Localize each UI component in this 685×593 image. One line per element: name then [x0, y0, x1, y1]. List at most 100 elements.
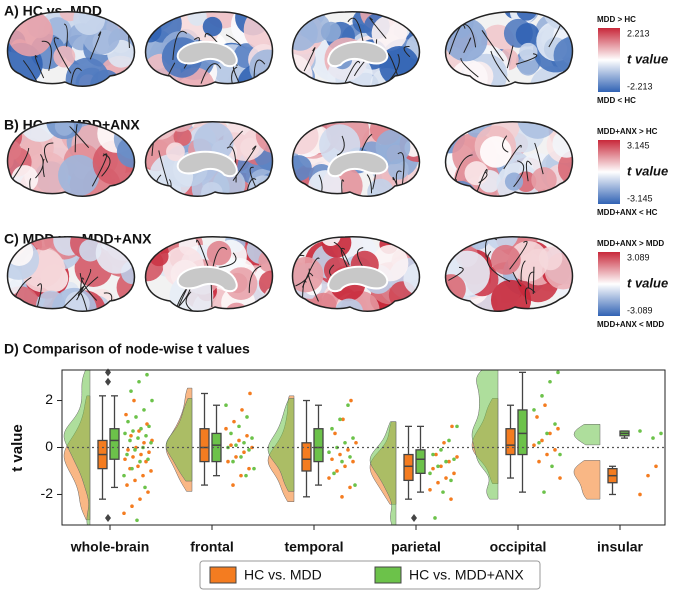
brain-region — [145, 11, 160, 29]
point — [540, 394, 544, 398]
point — [139, 426, 143, 431]
point — [439, 448, 443, 452]
brain-region — [445, 11, 465, 26]
point — [147, 450, 151, 454]
x-tick-label: parietal — [391, 539, 441, 555]
sulcus — [503, 144, 522, 170]
point — [234, 443, 238, 447]
point — [229, 431, 233, 436]
point — [354, 441, 358, 445]
brain-region — [64, 291, 90, 312]
brain-outline — [144, 121, 274, 198]
point — [349, 398, 353, 403]
point — [558, 452, 562, 457]
brain-outline — [6, 11, 136, 88]
colorbar-label: t value — [627, 163, 668, 178]
brain-region — [561, 74, 573, 87]
point — [130, 466, 134, 471]
point — [141, 473, 145, 478]
point — [455, 424, 459, 429]
point — [237, 438, 241, 443]
brain-surface — [7, 121, 135, 197]
sulcus — [463, 37, 472, 54]
outlier — [105, 513, 111, 522]
sulcus — [532, 266, 535, 295]
point — [134, 415, 138, 419]
brain — [144, 236, 274, 313]
box — [301, 442, 312, 472]
sulcus — [231, 66, 238, 87]
point — [338, 452, 342, 457]
sulcus — [229, 130, 243, 147]
brain-region — [559, 236, 573, 248]
point — [545, 431, 549, 436]
point — [338, 417, 342, 422]
sulcus — [101, 153, 111, 177]
point — [149, 441, 153, 445]
point — [133, 478, 137, 483]
sulcus — [388, 53, 400, 82]
brain — [6, 121, 136, 198]
point — [542, 490, 546, 494]
sulcus — [369, 17, 387, 39]
point — [343, 441, 347, 445]
point — [351, 436, 355, 440]
point — [659, 431, 663, 436]
colorbar-label: t value — [627, 275, 668, 290]
point — [532, 408, 536, 412]
point — [558, 476, 562, 480]
sulcus — [12, 147, 30, 179]
brain-region — [375, 129, 411, 165]
sulcus — [76, 269, 92, 301]
box — [313, 428, 324, 463]
x-tick-label: whole-brain — [70, 539, 150, 555]
colorbar-max: 2.213 — [627, 28, 650, 38]
brain-region — [445, 164, 458, 190]
brain-region — [371, 15, 408, 51]
sulcus — [77, 292, 92, 312]
sulcus — [478, 171, 488, 184]
x-tick-label: insular — [597, 539, 643, 555]
x-tick-label: occipital — [490, 539, 547, 555]
sulcus — [395, 170, 402, 197]
brain — [444, 121, 574, 198]
plot-frame — [61, 369, 666, 526]
point — [237, 424, 241, 429]
point — [137, 429, 141, 433]
brain-region — [206, 240, 232, 266]
colorbar-max: 3.089 — [627, 252, 650, 262]
point — [245, 433, 249, 438]
brain-region — [557, 149, 573, 186]
brain — [444, 236, 574, 313]
brain — [291, 11, 421, 88]
sulcus — [42, 158, 45, 178]
sulcus — [506, 45, 514, 69]
point — [250, 436, 254, 440]
point — [136, 436, 140, 440]
point — [128, 438, 132, 443]
brain-region — [7, 70, 18, 87]
sulcus — [172, 30, 188, 60]
brain-outline — [444, 121, 574, 198]
point — [556, 426, 560, 431]
sulcus — [302, 257, 320, 288]
brain — [291, 236, 421, 313]
brain-region — [468, 236, 490, 250]
brain-region — [149, 246, 169, 267]
point — [441, 490, 445, 494]
violin — [165, 398, 193, 482]
point — [226, 459, 230, 464]
violin — [573, 460, 601, 500]
point — [455, 455, 459, 459]
colorbar — [598, 252, 620, 316]
sulcus — [80, 277, 85, 293]
sulcus — [527, 271, 535, 289]
point — [248, 391, 252, 396]
colorbar-min: -3.089 — [627, 305, 653, 315]
point — [129, 389, 133, 393]
brain-region — [310, 292, 337, 312]
point — [137, 379, 141, 384]
outlier — [411, 513, 417, 522]
point — [252, 466, 256, 471]
brain-region — [292, 15, 318, 51]
